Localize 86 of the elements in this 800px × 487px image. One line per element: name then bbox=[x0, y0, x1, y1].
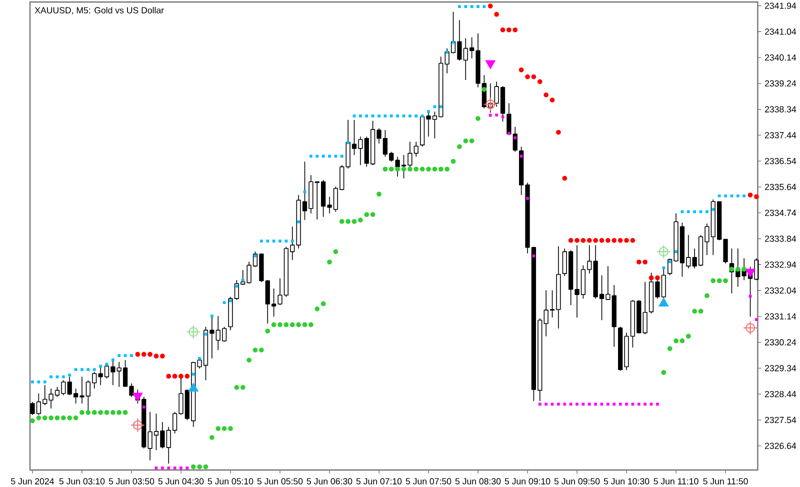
point bbox=[166, 374, 172, 379]
y-tick-label: 2341.94 bbox=[764, 2, 796, 9]
point bbox=[599, 238, 604, 243]
point bbox=[544, 92, 549, 98]
point bbox=[612, 238, 617, 243]
point bbox=[745, 268, 756, 278]
point bbox=[500, 27, 506, 32]
y-tick-label: 2337.44 bbox=[764, 132, 796, 138]
point bbox=[531, 74, 536, 80]
point bbox=[130, 418, 145, 432]
point bbox=[525, 74, 530, 80]
y-tick-label: 2329.34 bbox=[764, 365, 796, 372]
point bbox=[606, 238, 610, 243]
y-tick-label: 2340.14 bbox=[764, 54, 796, 61]
x-tick-label: 5 Jun 10:30 bbox=[604, 478, 650, 484]
y-tick-label: 2326.64 bbox=[764, 442, 796, 449]
candlestick bbox=[129, 383, 134, 398]
point bbox=[132, 392, 143, 402]
point bbox=[488, 4, 493, 8]
point bbox=[618, 238, 623, 243]
y-tick-label: 2336.54 bbox=[764, 158, 796, 164]
point bbox=[568, 238, 574, 243]
y-tick-label: 2327.54 bbox=[764, 416, 796, 424]
point bbox=[486, 60, 496, 69]
x-tick-label: 5 Jun 11:50 bbox=[703, 478, 748, 484]
point bbox=[574, 238, 580, 243]
point bbox=[656, 244, 671, 259]
chart-title: XAUUSD, M5: Gold vs US Dollar bbox=[34, 6, 164, 14]
point bbox=[562, 176, 568, 181]
point bbox=[642, 260, 648, 264]
point bbox=[186, 324, 201, 340]
point bbox=[483, 97, 498, 112]
point bbox=[580, 238, 586, 243]
point bbox=[518, 67, 524, 72]
point bbox=[141, 352, 146, 357]
y-tick-label: 2331.14 bbox=[764, 313, 796, 320]
point bbox=[624, 238, 629, 243]
y-tick-label: 2341.04 bbox=[764, 28, 796, 35]
y-tick-label: 2330.24 bbox=[764, 339, 796, 346]
point bbox=[178, 374, 184, 379]
x-tick-label: 5 Jun 07:10 bbox=[356, 478, 402, 484]
point bbox=[494, 12, 500, 17]
point bbox=[593, 238, 598, 243]
y-tick-label: 2332.94 bbox=[764, 262, 796, 268]
point bbox=[184, 374, 190, 379]
point bbox=[556, 130, 561, 135]
candlestick bbox=[642, 281, 648, 335]
point bbox=[630, 238, 636, 243]
y-tick-label: 2332.04 bbox=[764, 287, 796, 294]
x-tick-label: 5 Jun 05:10 bbox=[208, 478, 254, 484]
y-tick-label: 2339.24 bbox=[764, 80, 796, 87]
y-tick-label: 2333.84 bbox=[764, 236, 796, 242]
point bbox=[658, 298, 669, 306]
point bbox=[188, 383, 198, 392]
x-tick-label: 5 Jun 05:50 bbox=[257, 478, 303, 484]
point bbox=[172, 374, 178, 379]
point bbox=[512, 27, 518, 32]
point bbox=[148, 352, 152, 357]
x-tick-label: 5 Jun 03:50 bbox=[108, 478, 154, 484]
point bbox=[648, 275, 654, 280]
y-tick-label: 2328.44 bbox=[764, 390, 796, 398]
x-tick-label: 5 Jun 09:10 bbox=[504, 478, 550, 484]
x-tick-label: 5 Jun 04:30 bbox=[158, 478, 204, 484]
x-tick-label: 5 Jun 03:10 bbox=[59, 478, 105, 484]
x-tick-label: 5 Jun 2024 bbox=[11, 478, 54, 484]
point bbox=[160, 354, 165, 359]
point bbox=[550, 98, 555, 103]
x-tick-label: 5 Jun 09:50 bbox=[554, 478, 600, 484]
point bbox=[154, 354, 159, 359]
point bbox=[754, 194, 759, 200]
point bbox=[586, 238, 592, 243]
point bbox=[748, 192, 753, 198]
point bbox=[655, 275, 660, 280]
point bbox=[537, 79, 542, 84]
point bbox=[636, 260, 642, 264]
y-tick-label: 2338.34 bbox=[764, 106, 796, 112]
y-tick-label: 2334.74 bbox=[764, 210, 796, 216]
x-tick-label: 5 Jun 07:50 bbox=[406, 478, 452, 484]
point bbox=[743, 320, 758, 336]
point bbox=[506, 27, 512, 32]
x-tick-label: 5 Jun 11:10 bbox=[654, 478, 698, 484]
x-tick-label: 5 Jun 08:30 bbox=[455, 478, 501, 484]
x-tick-label: 5 Jun 06:30 bbox=[306, 478, 352, 484]
candlestick bbox=[414, 141, 418, 158]
y-tick-label: 2335.64 bbox=[764, 184, 796, 190]
point bbox=[135, 352, 140, 357]
